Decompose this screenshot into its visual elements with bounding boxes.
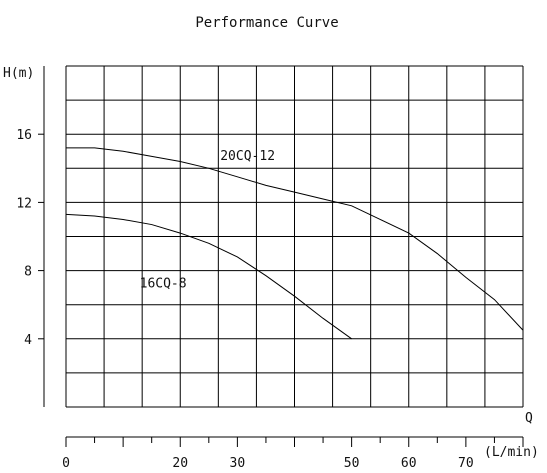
series-line-20CQ-12 bbox=[66, 147, 524, 331]
x-tick-label: 30 bbox=[230, 456, 246, 471]
chart-title: Performance Curve bbox=[195, 15, 338, 31]
plot-grid bbox=[65, 65, 524, 408]
y-axis-ticks: 4 8 12 16 bbox=[16, 128, 44, 348]
y-tick-label: 4 bbox=[24, 333, 32, 348]
series-label: 20CQ-12 bbox=[220, 149, 275, 164]
y-tick-label: 16 bbox=[16, 128, 32, 143]
x-tick-label: 50 bbox=[344, 456, 360, 471]
y-tick-label: 8 bbox=[24, 265, 32, 280]
x-axis-label: Q bbox=[525, 411, 533, 426]
x-tick-label: 0 bbox=[62, 456, 70, 471]
series-group: 20CQ-12 16CQ-8 bbox=[65, 147, 524, 340]
series-label: 16CQ-8 bbox=[140, 277, 187, 292]
x-axis-ticks: 0 20 30 50 60 70 bbox=[62, 437, 524, 471]
series-line-16CQ-8 bbox=[65, 213, 352, 340]
x-tick-label: 70 bbox=[458, 456, 474, 471]
y-axis-label: H(m) bbox=[3, 66, 34, 81]
x-axis-unit: (L/min) bbox=[484, 445, 539, 460]
x-tick-label: 20 bbox=[172, 456, 188, 471]
y-tick-label: 12 bbox=[16, 196, 32, 211]
x-tick-label: 60 bbox=[401, 456, 417, 471]
